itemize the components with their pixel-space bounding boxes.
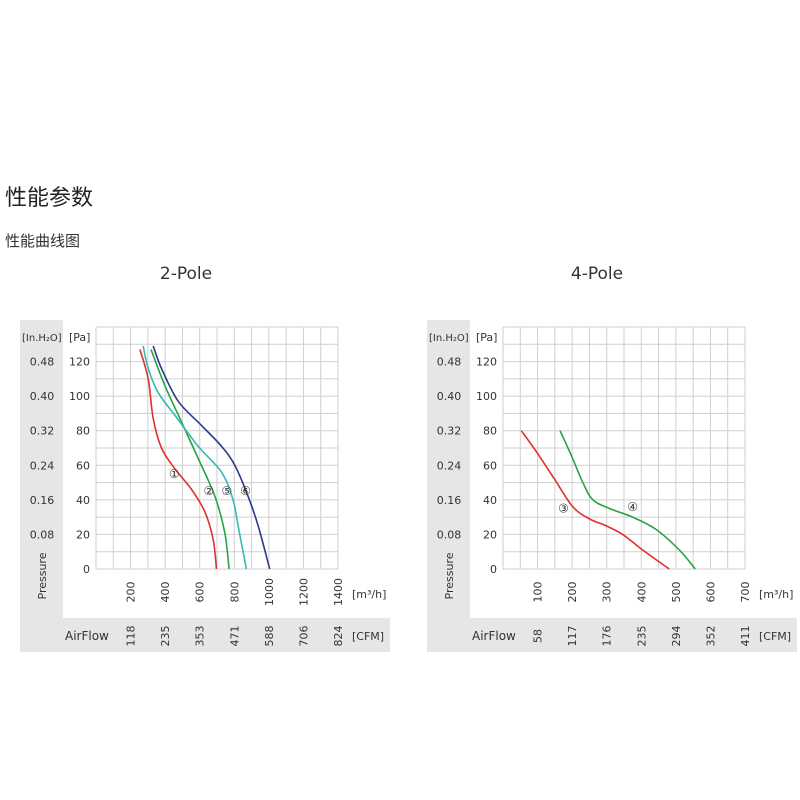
y-tick-label: 100 — [476, 390, 497, 403]
airflow-label: AirFlow — [65, 629, 109, 643]
inh2o-tick-label: 0.24 — [30, 459, 55, 472]
series-curve — [559, 430, 696, 570]
inh2o-tick-label: 0.32 — [437, 425, 462, 438]
pa-unit: [Pa] — [476, 331, 497, 344]
x-tick-label: 200 — [125, 582, 138, 603]
x-tick-label: 1200 — [297, 578, 310, 606]
series-curve — [142, 345, 248, 570]
chart-title-2-pole: 2-Pole — [159, 264, 213, 284]
x-tick-label: 500 — [670, 582, 683, 603]
curve-label: ⑥ — [240, 484, 251, 498]
inh2o-tick-label: 0.16 — [30, 494, 55, 507]
y-tick-label: 120 — [476, 356, 497, 369]
y-tick-label: 20 — [483, 528, 497, 541]
cfm-tick-label: 235 — [159, 626, 172, 647]
x-tick-label: 200 — [566, 582, 579, 603]
x-axis-unit: [m³/h] — [352, 588, 386, 601]
inh2o-tick-label: 0.40 — [437, 390, 462, 403]
cfm-tick-label: 176 — [601, 626, 614, 647]
cfm-tick-label: 117 — [566, 626, 579, 647]
y-axis-label: Pressure — [443, 552, 456, 599]
pressure-panel — [20, 320, 63, 652]
airflow-panel — [20, 618, 390, 652]
y-tick-label: 20 — [76, 528, 90, 541]
inh2o-unit: [In.H₂O] — [22, 333, 62, 344]
x-tick-label: 600 — [704, 582, 717, 603]
x-axis-unit: [m³/h] — [759, 588, 793, 601]
pa-unit: [Pa] — [69, 331, 90, 344]
x-tick-label: 1400 — [332, 578, 345, 606]
cfm-tick-label: 471 — [228, 626, 241, 647]
inh2o-tick-label: 0.16 — [437, 494, 462, 507]
curve-label: ④ — [627, 500, 638, 514]
y-tick-label: 80 — [483, 425, 497, 438]
cfm-tick-label: 118 — [125, 626, 138, 647]
y-tick-label: 60 — [483, 459, 497, 472]
x-tick-label: 300 — [601, 582, 614, 603]
section-subtitle: 性能曲线图 — [5, 232, 81, 250]
cfm-unit: [CFM] — [352, 630, 384, 643]
x-tick-label: 600 — [194, 582, 207, 603]
inh2o-tick-label: 0.24 — [437, 459, 462, 472]
airflow-panel — [427, 618, 797, 652]
series-curve — [152, 345, 271, 570]
y-tick-label: 0 — [490, 563, 497, 576]
page-title: 性能参数 — [5, 186, 94, 211]
y-tick-label: 40 — [76, 494, 90, 507]
inh2o-tick-label: 0.08 — [30, 528, 55, 541]
x-tick-label: 700 — [739, 582, 752, 603]
y-tick-label: 100 — [69, 390, 90, 403]
series-curve — [139, 349, 218, 570]
chart-4-pole: [In.H₂O] [Pa] 0 20 40 60 80 100 120 0.08 0.16 0.24 0… — [427, 320, 797, 652]
chart-title-4-pole: 4-Pole — [570, 264, 624, 284]
airflow-label: AirFlow — [472, 629, 516, 643]
cfm-tick-label: 411 — [739, 626, 752, 647]
cfm-tick-label: 58 — [532, 629, 545, 643]
y-tick-label: 40 — [483, 494, 497, 507]
cfm-tick-label: 352 — [704, 626, 717, 647]
y-axis-label: Pressure — [36, 552, 49, 599]
x-tick-label: 400 — [635, 582, 648, 603]
series-curve — [520, 430, 670, 570]
inh2o-tick-label: 0.32 — [30, 425, 55, 438]
chart-2-pole: [In.H₂O] [Pa] 0 20 40 60 80 100 120 0.08 0.16 0.24 0… — [20, 320, 390, 652]
cfm-tick-label: 294 — [670, 626, 683, 647]
y-tick-label: 60 — [76, 459, 90, 472]
curve-label: ③ — [558, 502, 569, 516]
y-tick-label: 120 — [69, 356, 90, 369]
curve-label: ② — [203, 484, 214, 498]
x-tick-label: 800 — [228, 582, 241, 603]
inh2o-tick-label: 0.40 — [30, 390, 55, 403]
inh2o-unit: [In.H₂O] — [429, 333, 469, 344]
inh2o-tick-label: 0.48 — [30, 356, 55, 369]
y-tick-label: 0 — [83, 563, 90, 576]
inh2o-tick-label: 0.48 — [437, 356, 462, 369]
cfm-tick-label: 588 — [263, 626, 276, 647]
x-tick-label: 1000 — [263, 578, 276, 606]
cfm-tick-label: 353 — [194, 626, 207, 647]
curve-label: ⑤ — [221, 484, 232, 498]
x-tick-label: 400 — [159, 582, 172, 603]
cfm-tick-label: 235 — [635, 626, 648, 647]
cfm-tick-label: 706 — [297, 626, 310, 647]
pressure-panel — [427, 320, 470, 652]
inh2o-tick-label: 0.08 — [437, 528, 462, 541]
cfm-tick-label: 824 — [332, 626, 345, 647]
series-curve — [150, 349, 230, 570]
y-tick-label: 80 — [76, 425, 90, 438]
curve-label: ① — [169, 467, 180, 481]
cfm-unit: [CFM] — [759, 630, 791, 643]
x-tick-label: 100 — [532, 582, 545, 603]
